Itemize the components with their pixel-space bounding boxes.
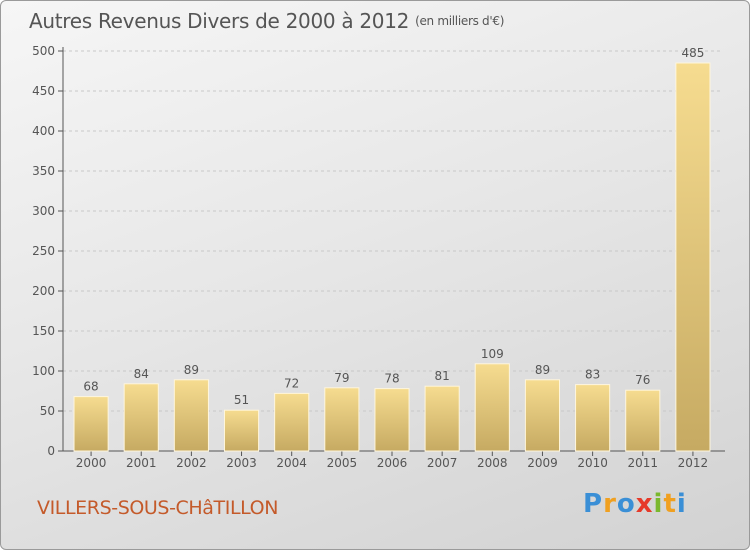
logo-letter: t (663, 489, 677, 519)
bar-value-label: 89 (535, 363, 550, 377)
bar (474, 363, 510, 452)
chart-subtitle: (en milliers d'€) (415, 14, 505, 28)
bar-value-label: 76 (635, 373, 650, 387)
bar (424, 385, 460, 452)
bar (173, 379, 209, 452)
chart-title-text: Autres Revenus Divers de 2000 à 2012 (29, 9, 410, 33)
bar (324, 387, 360, 452)
x-tick-label: 2006 (377, 456, 408, 470)
x-tick-label: 2007 (427, 456, 458, 470)
x-tick-label: 2011 (627, 456, 658, 470)
y-tick-label: 500 (32, 44, 55, 58)
bar (575, 384, 611, 452)
x-tick-label: 2003 (226, 456, 257, 470)
bar-value-label: 79 (334, 371, 349, 385)
bar-value-label: 109 (481, 347, 504, 361)
bar-value-label: 485 (681, 46, 704, 60)
logo-letter: o (616, 489, 636, 519)
x-tick-label: 2004 (276, 456, 307, 470)
chart-title: Autres Revenus Divers de 2000 à 2012 (en … (29, 9, 504, 33)
bar (223, 409, 260, 452)
bar-value-label: 81 (435, 369, 450, 383)
bar-value-label: 84 (134, 367, 149, 381)
y-tick-label: 50 (40, 404, 55, 418)
x-tick-label: 2008 (477, 456, 508, 470)
y-tick-label: 0 (47, 444, 55, 458)
logo-letter: r (603, 489, 617, 519)
bar (123, 383, 159, 452)
bar-value-label: 72 (284, 376, 299, 390)
bar-value-label: 51 (234, 393, 249, 407)
grid-lines (63, 50, 721, 412)
bar (73, 396, 109, 452)
bar (524, 379, 561, 452)
bar (625, 389, 661, 452)
x-tick-label: 2001 (126, 456, 157, 470)
y-tick-label: 200 (32, 284, 55, 298)
bar (374, 388, 410, 452)
x-tick-label: 2002 (176, 456, 207, 470)
bar-value-label: 83 (585, 368, 600, 382)
x-tick-label: 2012 (678, 456, 709, 470)
x-tick-label: 2000 (76, 456, 107, 470)
bar (274, 392, 310, 452)
x-tick-label: 2009 (527, 456, 558, 470)
bar (675, 62, 711, 452)
logo-letter: i (653, 489, 664, 519)
y-tick-label: 400 (32, 124, 55, 138)
y-tick-label: 300 (32, 204, 55, 218)
bar-value-label: 68 (83, 380, 98, 394)
x-tick-label: 2010 (577, 456, 608, 470)
bar-value-label: 89 (184, 363, 199, 377)
y-tick-label: 150 (32, 324, 55, 338)
y-tick-label: 350 (32, 164, 55, 178)
x-tick-label: 2005 (327, 456, 358, 470)
bar-value-label: 78 (384, 372, 399, 386)
y-tick-label: 250 (32, 244, 55, 258)
bars: 68 84 89 51 72 79 78 81 109 89 83 76 485 (73, 46, 711, 452)
commune-name: VILLERS-SOUS-CHâTILLON (37, 497, 279, 519)
proxiti-logo: Proxiti (583, 489, 687, 519)
y-tick-label: 100 (32, 364, 55, 378)
logo-letter: P (583, 489, 604, 519)
y-tick-label: 450 (32, 84, 55, 98)
logo-letter: x (635, 489, 654, 519)
logo-letter: i (676, 489, 687, 519)
